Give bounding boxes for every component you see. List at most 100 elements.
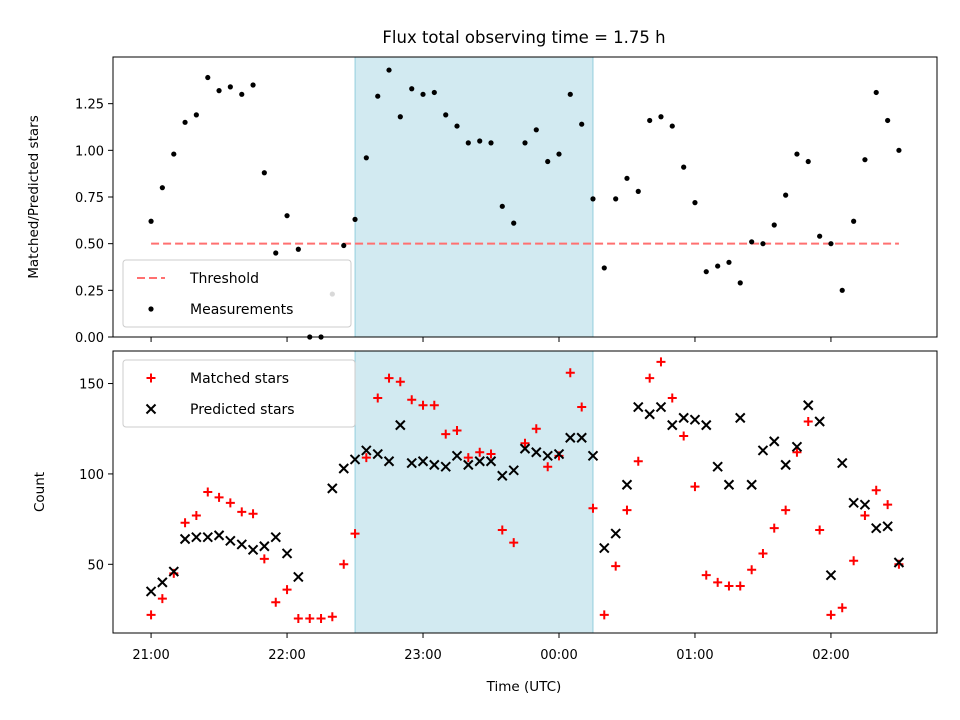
y-axis-label: Matched/Predicted stars: [26, 115, 42, 278]
data-point: [225, 535, 236, 547]
data-point: [146, 610, 156, 620]
data-point: [656, 357, 666, 367]
data-point: [520, 438, 530, 448]
data-point: [372, 448, 383, 460]
data-point: [488, 140, 494, 146]
data-point: [397, 114, 403, 120]
data-point: [678, 412, 689, 424]
data-point: [474, 456, 485, 467]
data-point: [465, 140, 471, 146]
data-point: [737, 280, 743, 286]
data-point: [429, 400, 439, 410]
data-point: [250, 82, 256, 88]
data-point: [882, 521, 893, 532]
data-point: [590, 196, 596, 202]
data-point: [817, 233, 823, 239]
data-point: [885, 117, 891, 124]
data-point: [148, 218, 154, 224]
legend-label: Measurements: [190, 302, 293, 318]
data-point: [477, 138, 483, 144]
data-point: [191, 511, 201, 520]
data-point: [361, 453, 371, 463]
observing-window-shade: [354, 350, 594, 634]
data-point: [531, 424, 541, 434]
data-point: [463, 453, 473, 463]
panel-ratio: 0.00 0.25 0.50 0.75 1.00 1.25 Matched/Predicte…: [26, 56, 938, 346]
x-tick-label: 22:00: [268, 648, 305, 663]
data-point: [431, 89, 437, 96]
data-point: [350, 529, 360, 539]
data-point: [191, 531, 202, 543]
data-point: [395, 377, 405, 387]
data-point: [633, 456, 643, 466]
data-point: [157, 577, 168, 588]
data-point: [259, 554, 269, 564]
legend-label: Matched stars: [190, 371, 289, 387]
data-point: [384, 373, 394, 383]
data-point: [420, 91, 426, 97]
data-point: [611, 561, 621, 571]
data-point: [871, 522, 882, 534]
data-point: [655, 401, 667, 413]
data-point: [848, 497, 859, 509]
data-point: [440, 461, 451, 472]
panel-count: 50 100 150 21:00 22:00 23:00 00:00 01:00 02:00 Co…: [32, 350, 938, 663]
data-point: [712, 461, 723, 472]
data-point: [543, 462, 553, 472]
legend-box: [122, 259, 352, 328]
data-point: [373, 393, 383, 403]
data-point: [216, 88, 222, 94]
legend: Threshold Measurements: [122, 259, 352, 328]
data-point: [305, 614, 315, 624]
data-point: [747, 565, 757, 575]
data-point: [237, 507, 247, 517]
data-point: [781, 505, 791, 515]
data-point: [519, 443, 531, 454]
data-point: [703, 269, 709, 275]
y-axis-label: Count: [32, 472, 48, 512]
data-point: [214, 492, 224, 502]
data-point: [862, 157, 868, 163]
data-point: [205, 74, 211, 81]
data-point: [293, 571, 304, 583]
data-point: [338, 463, 349, 474]
data-point: [883, 500, 893, 510]
data-point: [826, 610, 836, 620]
data-point: [871, 485, 881, 495]
observing-window-shade: [354, 56, 594, 338]
data-point: [486, 449, 496, 459]
data-point: [247, 544, 259, 556]
data-point: [681, 164, 687, 170]
data-point: [159, 185, 165, 191]
data-point: [180, 518, 190, 528]
x-tick-label: 02:00: [812, 648, 849, 663]
data-point: [644, 409, 655, 420]
data-point: [227, 84, 233, 90]
data-point: [295, 246, 301, 252]
data-point: [203, 487, 213, 497]
legend-swatch-x: [145, 403, 157, 415]
x-axis-label: Time (UTC): [486, 679, 562, 695]
data-point: [284, 213, 290, 219]
data-point: [202, 531, 213, 543]
data-point: [873, 89, 879, 96]
data-point: [701, 419, 712, 431]
data-point: [757, 445, 769, 456]
data-point: [497, 470, 508, 481]
data-point: [363, 155, 369, 161]
data-point: [690, 482, 700, 492]
data-point: [293, 614, 303, 624]
data-point: [386, 67, 392, 73]
data-point: [860, 511, 870, 520]
data-point: [577, 402, 587, 412]
data-point: [236, 539, 247, 550]
data-point: [851, 218, 857, 224]
data-point: [327, 612, 337, 622]
data-point: [588, 503, 598, 513]
y-tick-label: 50: [87, 558, 104, 573]
y-tick-label: 0.50: [75, 238, 104, 253]
data-point: [417, 456, 429, 467]
data-point: [837, 457, 848, 469]
data-point: [621, 479, 633, 490]
